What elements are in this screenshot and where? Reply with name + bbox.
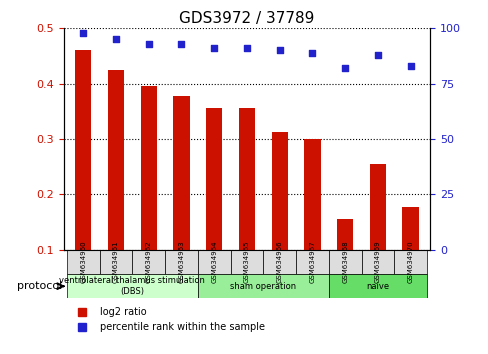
Text: GSM634967: GSM634967 <box>309 241 315 283</box>
FancyBboxPatch shape <box>67 274 198 298</box>
Point <box>144 41 152 47</box>
FancyBboxPatch shape <box>198 250 230 274</box>
Point <box>210 45 218 51</box>
FancyBboxPatch shape <box>263 250 295 274</box>
Point <box>177 41 185 47</box>
Bar <box>369 164 386 305</box>
Text: GSM634969: GSM634969 <box>374 241 380 283</box>
Point <box>275 48 283 53</box>
Text: protocol: protocol <box>17 281 62 291</box>
Bar <box>173 96 189 305</box>
Point <box>341 65 348 71</box>
Point <box>243 45 250 51</box>
Title: GDS3972 / 37789: GDS3972 / 37789 <box>179 11 314 26</box>
Bar <box>75 51 91 305</box>
FancyBboxPatch shape <box>67 250 100 274</box>
FancyBboxPatch shape <box>295 250 328 274</box>
Text: GSM634960: GSM634960 <box>80 241 86 283</box>
Point <box>112 36 120 42</box>
Bar <box>304 139 320 305</box>
FancyBboxPatch shape <box>361 250 393 274</box>
FancyBboxPatch shape <box>393 250 426 274</box>
FancyBboxPatch shape <box>165 250 198 274</box>
Bar <box>107 70 124 305</box>
FancyBboxPatch shape <box>230 250 263 274</box>
Text: GSM634966: GSM634966 <box>276 241 282 283</box>
Text: GSM634961: GSM634961 <box>113 241 119 283</box>
Bar <box>271 132 287 305</box>
Text: GSM634968: GSM634968 <box>342 241 347 283</box>
Text: GSM634964: GSM634964 <box>211 241 217 283</box>
Text: GSM634965: GSM634965 <box>244 241 249 283</box>
Legend: log2 ratio, percentile rank within the sample: log2 ratio, percentile rank within the s… <box>68 303 268 336</box>
Bar <box>402 207 418 305</box>
FancyBboxPatch shape <box>328 250 361 274</box>
Point <box>308 50 316 56</box>
FancyBboxPatch shape <box>198 274 328 298</box>
Bar <box>205 108 222 305</box>
Text: GSM634962: GSM634962 <box>145 241 151 283</box>
Text: GSM634970: GSM634970 <box>407 241 413 283</box>
Point <box>373 52 381 58</box>
Bar <box>238 108 255 305</box>
Bar <box>140 86 157 305</box>
Bar <box>336 219 353 305</box>
FancyBboxPatch shape <box>100 250 132 274</box>
Point <box>406 63 414 69</box>
Text: sham operation: sham operation <box>230 282 296 291</box>
FancyBboxPatch shape <box>328 274 426 298</box>
Text: ventrolateral thalamus stimulation
(DBS): ventrolateral thalamus stimulation (DBS) <box>59 276 205 296</box>
Point <box>79 30 87 36</box>
Text: GSM634963: GSM634963 <box>178 241 184 283</box>
FancyBboxPatch shape <box>132 250 165 274</box>
Text: naive: naive <box>366 282 389 291</box>
